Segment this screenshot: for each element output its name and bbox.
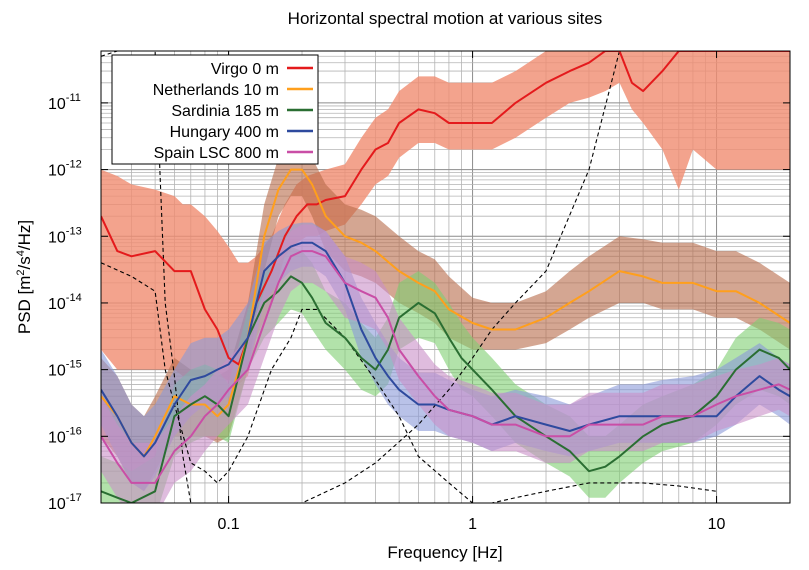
y-tick-base: 10 (48, 163, 66, 180)
y-tick-label: 10-14 (48, 292, 82, 313)
legend-box (111, 54, 319, 165)
y-tick-base: 10 (48, 363, 66, 380)
series-line-1 (101, 168, 790, 458)
y-tick-exponent: -17 (66, 492, 82, 504)
y-axis-label: PSD [m2/s4/Hz] (15, 220, 34, 334)
series-line-4 (101, 250, 790, 484)
band-0 (101, 51, 790, 385)
legend-label: Sardinia 185 m (171, 103, 279, 120)
y-tick-base: 10 (48, 429, 66, 446)
y-tick-base: 10 (48, 229, 66, 246)
y-tick-exponent: -12 (66, 159, 82, 171)
reference-lines (101, 51, 717, 503)
y-tick-label: 10-12 (48, 159, 82, 180)
y-tick-label: 10-16 (48, 425, 82, 446)
y-tick-label: 10-11 (48, 92, 81, 113)
legend-label: Spain LSC 800 m (154, 145, 279, 162)
series-lines (101, 51, 790, 503)
y-tick-exponent: -11 (66, 92, 81, 104)
chart-title: Horizontal spectral motion at various si… (288, 9, 603, 28)
legend-label: Hungary 400 m (170, 124, 279, 141)
y-tick-base: 10 (48, 96, 66, 113)
x-axis-label: Frequency [Hz] (387, 543, 502, 562)
series-line-0 (101, 51, 790, 366)
reference-line-1 (101, 262, 717, 503)
y-tick-label: 10-17 (48, 492, 82, 513)
y-tick-exponent: -16 (66, 425, 82, 437)
y-tick-exponent: -14 (66, 292, 82, 304)
x-tick-label: 1 (468, 516, 477, 533)
y-tick-label: 10-15 (48, 359, 82, 380)
band-4 (101, 224, 790, 503)
series-line-3 (101, 241, 790, 458)
legend: Virgo 0 m Netherlands 10 m Sardinia 185 m H… (111, 54, 319, 165)
y-tick-label: 10-13 (48, 225, 82, 246)
x-tick-label: 0.1 (217, 516, 239, 533)
x-tick-label: 10 (708, 516, 726, 533)
plot-frame (100, 50, 791, 504)
y-tick-base: 10 (48, 496, 66, 513)
legend-label: Netherlands 10 m (153, 82, 279, 99)
series-line-2 (101, 275, 790, 503)
y-tick-exponent: -15 (66, 359, 82, 371)
y-tick-base: 10 (48, 296, 66, 313)
y-tick-exponent: -13 (66, 225, 82, 237)
legend-label: Virgo 0 m (211, 61, 279, 78)
axis-ticks: 0.1 1 1010-1710-1610-1510-1410-1310-1210-1… (48, 51, 790, 533)
